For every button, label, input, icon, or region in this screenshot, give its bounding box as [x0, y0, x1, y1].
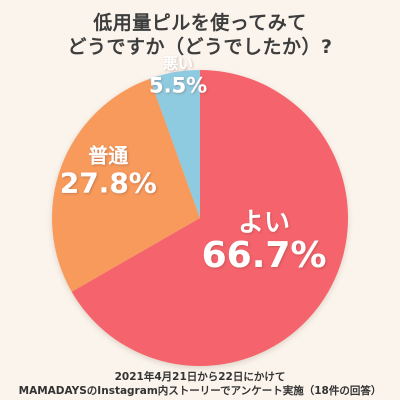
slice-label-1: よい — [238, 208, 290, 238]
slice-label-3: 悪い — [163, 55, 193, 73]
pie-slice-1 — [71, 70, 349, 366]
footer-note-line-1: 2021年4月21日から22日にかけて — [114, 371, 286, 383]
slice-label-2: 普通 — [88, 143, 128, 167]
chart-title-line-2: どうですか（どうでしたか）? — [67, 36, 333, 58]
pie-slice-2 — [51, 78, 200, 292]
chart-title-line-1: 低用量ピルを使ってみて — [93, 12, 307, 34]
footer-note-line-2: MAMADAYSのInstagram内ストーリーでアンケート実施（18件の回答） — [18, 385, 382, 397]
slice-value-2: 27.8% — [60, 166, 157, 199]
pie-slice-3 — [149, 70, 200, 218]
slice-value-3: 5.5% — [149, 74, 207, 98]
slice-value-1: 66.7% — [202, 235, 327, 276]
